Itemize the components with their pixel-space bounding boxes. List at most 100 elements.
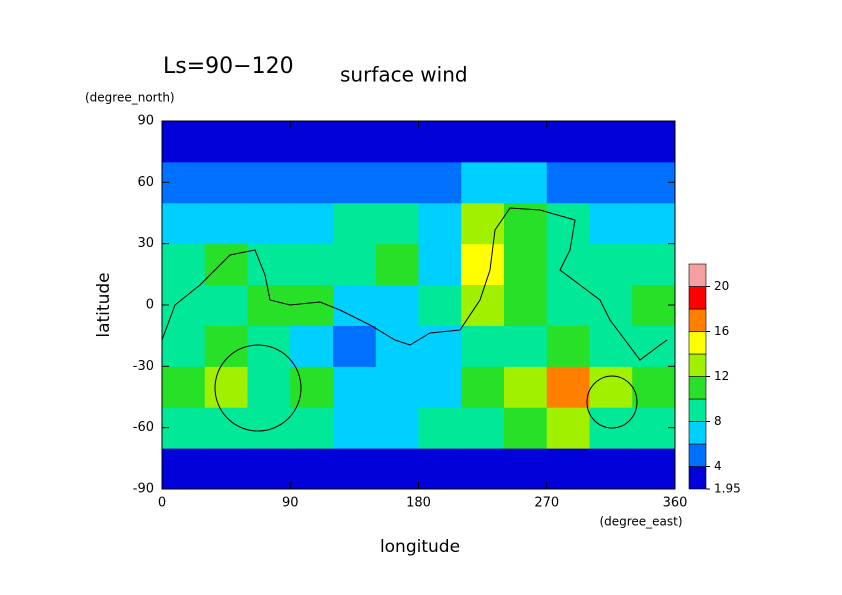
contour-cell (546, 121, 590, 163)
colorbar-label: 16 (714, 324, 729, 338)
contour-cell (247, 202, 291, 245)
contour-cell (546, 407, 590, 449)
contour-cell (290, 448, 334, 490)
contour-cell (418, 202, 462, 245)
colorbar-label: 12 (714, 369, 729, 383)
y-tick-label: 0 (146, 298, 154, 313)
x-tick-label: 360 (663, 496, 688, 511)
contour-cell (333, 284, 377, 326)
contour-cell (162, 202, 206, 245)
chart-subtitle: surface wind (340, 63, 468, 87)
contour-cell (204, 448, 248, 490)
contour-cell (418, 161, 462, 204)
colorbar-box (688, 443, 707, 467)
contour-cell (375, 407, 419, 449)
contour-cell (375, 284, 419, 326)
colorbar-label: 1.95 (714, 482, 741, 496)
contour-cell (546, 202, 590, 245)
contour-cell (162, 161, 206, 204)
topography-contour (214, 344, 302, 432)
contour-cell (204, 366, 248, 408)
contour-cell (461, 161, 505, 204)
contour-cell (290, 243, 334, 286)
colorbar-box (688, 398, 707, 422)
contour-cell (632, 325, 676, 367)
contour-cell (589, 202, 633, 245)
contour-cell (461, 121, 505, 163)
contour-cell (632, 448, 676, 490)
contour-cell (162, 448, 206, 490)
contour-cell (418, 121, 462, 163)
contour-cell (418, 407, 462, 449)
contour-cell (504, 366, 548, 408)
y-tick-label: -60 (133, 420, 154, 435)
contour-cell (162, 284, 206, 326)
x-unit: (degree_east) (599, 515, 682, 529)
contour-cell (162, 121, 206, 163)
contour-cell (375, 202, 419, 245)
colorbar-box (688, 376, 707, 400)
contour-cell (461, 243, 505, 286)
contour-cell (375, 325, 419, 367)
contour-cell (589, 448, 633, 490)
x-tick-label: 0 (158, 496, 166, 511)
contour-cell (333, 448, 377, 490)
contour-cell (162, 243, 206, 286)
contour-cell (589, 284, 633, 326)
contour-cell (546, 366, 590, 408)
contour-cell (504, 325, 548, 367)
y-axis-label: latitude (94, 272, 114, 337)
colorbar-box (688, 331, 707, 355)
contour-cell (504, 243, 548, 286)
colorbar-box (688, 263, 707, 287)
y-tick-label: -30 (133, 359, 154, 374)
contour-cell (589, 161, 633, 204)
contour-cell (504, 161, 548, 204)
contour-cell (546, 325, 590, 367)
contour-cell (546, 243, 590, 286)
contour-cell (290, 284, 334, 326)
x-tick-label: 180 (406, 496, 431, 511)
contour-cell (247, 407, 291, 449)
y-tick-label: 60 (137, 175, 154, 190)
contour-cell (461, 407, 505, 449)
contour-cell (247, 448, 291, 490)
chart-title: Ls=90−120 (163, 54, 294, 79)
contour-cell (589, 366, 633, 408)
contour-cell (504, 448, 548, 490)
colorbar-label: 4 (714, 459, 722, 473)
contour-cell (546, 448, 590, 490)
contour-cell (333, 366, 377, 408)
contour-cell (247, 121, 291, 163)
contour-cell (162, 325, 206, 367)
colorbar-label: 8 (714, 414, 722, 428)
contour-cell (461, 366, 505, 408)
contour-cell (632, 202, 676, 245)
contour-cell (333, 121, 377, 163)
y-tick-label: 30 (137, 236, 154, 251)
contour-cell (375, 161, 419, 204)
contour-cell (461, 448, 505, 490)
colorbar-box (688, 308, 707, 332)
colorbar-box (688, 421, 707, 445)
contour-cell (290, 161, 334, 204)
x-tick-label: 270 (534, 496, 559, 511)
contour-cell (589, 121, 633, 163)
contour-cell (546, 161, 590, 204)
x-axis-label: longitude (380, 537, 460, 557)
contour-cell (290, 366, 334, 408)
contour-cell (290, 325, 334, 367)
y-tick-label: 90 (137, 114, 154, 129)
contour-cell (333, 202, 377, 245)
y-unit: (degree_north) (85, 91, 175, 105)
contour-cell (333, 161, 377, 204)
colorbar-box (688, 353, 707, 377)
contour-cell (589, 325, 633, 367)
contour-cell (204, 161, 248, 204)
contour-cell (546, 284, 590, 326)
y-tick-label: -90 (133, 482, 154, 497)
topography-contour (161, 207, 668, 361)
contour-cell (461, 202, 505, 245)
contour-cell (418, 284, 462, 326)
